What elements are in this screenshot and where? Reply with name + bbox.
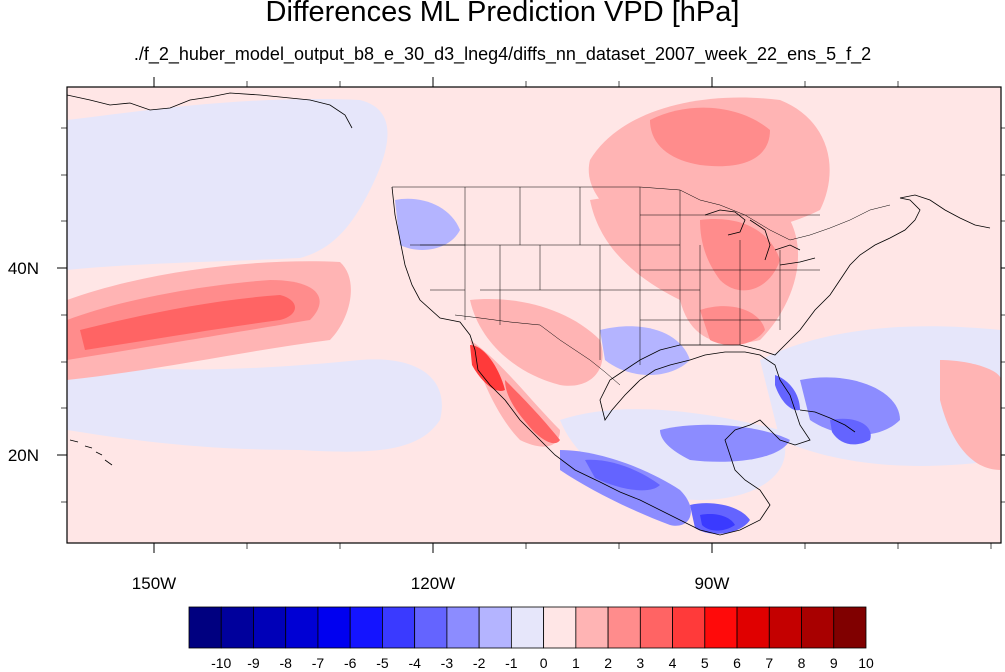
x-tick-label-120w: 120W	[411, 574, 455, 593]
colorbar-label: 10	[858, 655, 874, 671]
colorbar-label: 9	[830, 655, 838, 671]
y-tick-label-40n: 40N	[8, 259, 39, 278]
colorbar-label: 3	[636, 655, 644, 671]
colorbar-swatch	[317, 606, 351, 649]
colorbar-swatch	[188, 606, 222, 649]
field-blue-central-america	[700, 514, 735, 531]
cuba-island	[799, 409, 856, 433]
colorbar-swatch	[833, 606, 867, 649]
field-blue-caribbean-core	[830, 418, 871, 445]
map-subtitle: ./f_2_huber_model_output_b8_e_30_d3_lneg…	[133, 44, 872, 64]
colorbar-swatch	[704, 606, 738, 649]
colorbar-label: 8	[798, 655, 806, 671]
colorbar-label: -3	[441, 655, 454, 671]
field-red-sierra-madre	[505, 380, 560, 444]
x-tick-label-90w: 90W	[695, 574, 730, 593]
field-red-pacific-inner	[80, 295, 295, 350]
colorbar-label: 5	[701, 655, 709, 671]
colorbar-label: 2	[604, 655, 612, 671]
colorbar-label: -6	[344, 655, 357, 671]
hawaii-islands	[69, 439, 113, 466]
colorbar-label: -9	[247, 655, 260, 671]
colorbar-swatch	[607, 606, 641, 649]
coastline-layer	[67, 92, 991, 536]
colorbar-swatch	[285, 606, 319, 649]
colorbar-label: 7	[765, 655, 773, 671]
colorbar-label: 4	[669, 655, 677, 671]
colorbar-label: -4	[408, 655, 421, 671]
colorbar-label: 0	[540, 655, 548, 671]
canada-east-coast	[899, 194, 991, 229]
colorbar-swatch	[575, 606, 609, 649]
colorbar-swatch	[220, 606, 254, 649]
colorbar-label: 6	[733, 655, 741, 671]
colorbar: -10 -9 -8 -7 -6 -5 -4 -3 -2 -1 0 1 2 3 4 5 6 7 8 9 10	[188, 606, 874, 671]
north-america-coastline	[391, 186, 921, 536]
minor-tick-marks	[61, 81, 1005, 549]
field-blue-mexico-west	[585, 459, 660, 491]
colorbar-swatch	[253, 606, 287, 649]
great-lakes	[704, 209, 816, 266]
field-light-blue-mid-pacific	[67, 359, 442, 452]
field-blue-northwest	[395, 198, 460, 250]
colorbar-label: -2	[473, 655, 486, 671]
colorbar-swatch	[478, 606, 512, 649]
tick-marks	[57, 77, 1005, 553]
colorbar-swatch	[349, 606, 383, 649]
colorbar-label: -1	[505, 655, 518, 671]
field-layer	[67, 87, 1001, 543]
colorbar-swatch	[543, 606, 577, 649]
field-blue-caribbean	[800, 377, 900, 435]
field-pink-atlantic-east	[940, 360, 1001, 470]
field-red-canada-core	[650, 107, 770, 167]
us-mexico-border	[454, 314, 621, 386]
map-title: Differences ML Prediction VPD [hPa]	[265, 0, 740, 28]
colorbar-swatch	[382, 606, 416, 649]
political-borders	[392, 186, 891, 386]
field-red-baja	[470, 345, 505, 391]
y-tick-label-20n: 20N	[8, 446, 39, 465]
colorbar-label: -10	[211, 655, 231, 671]
colorbar-swatch	[639, 606, 673, 649]
colorbar-label: -5	[376, 655, 389, 671]
colorbar-swatch	[768, 606, 802, 649]
field-red-southeast	[700, 306, 765, 346]
colorbar-swatch	[801, 606, 835, 649]
colorbar-swatch	[446, 606, 480, 649]
colorbar-label: -8	[279, 655, 292, 671]
colorbar-swatch	[510, 606, 545, 649]
field-pink-southwest	[470, 299, 603, 386]
colorbar-swatch	[672, 606, 706, 649]
us-canada-border	[392, 186, 891, 241]
colorbar-swatch	[414, 606, 448, 649]
alaska-coast	[67, 92, 353, 129]
field-light-blue-north-pacific	[67, 99, 388, 270]
colorbar-label: 1	[572, 655, 580, 671]
colorbar-swatch	[736, 606, 770, 649]
field-blue-gulf-coast	[600, 326, 690, 375]
state-borders	[410, 187, 820, 365]
x-tick-label-150w: 150W	[132, 574, 176, 593]
field-blue-gulf-south	[660, 424, 790, 462]
field-blue-florida	[775, 375, 800, 411]
colorbar-label: -7	[312, 655, 325, 671]
